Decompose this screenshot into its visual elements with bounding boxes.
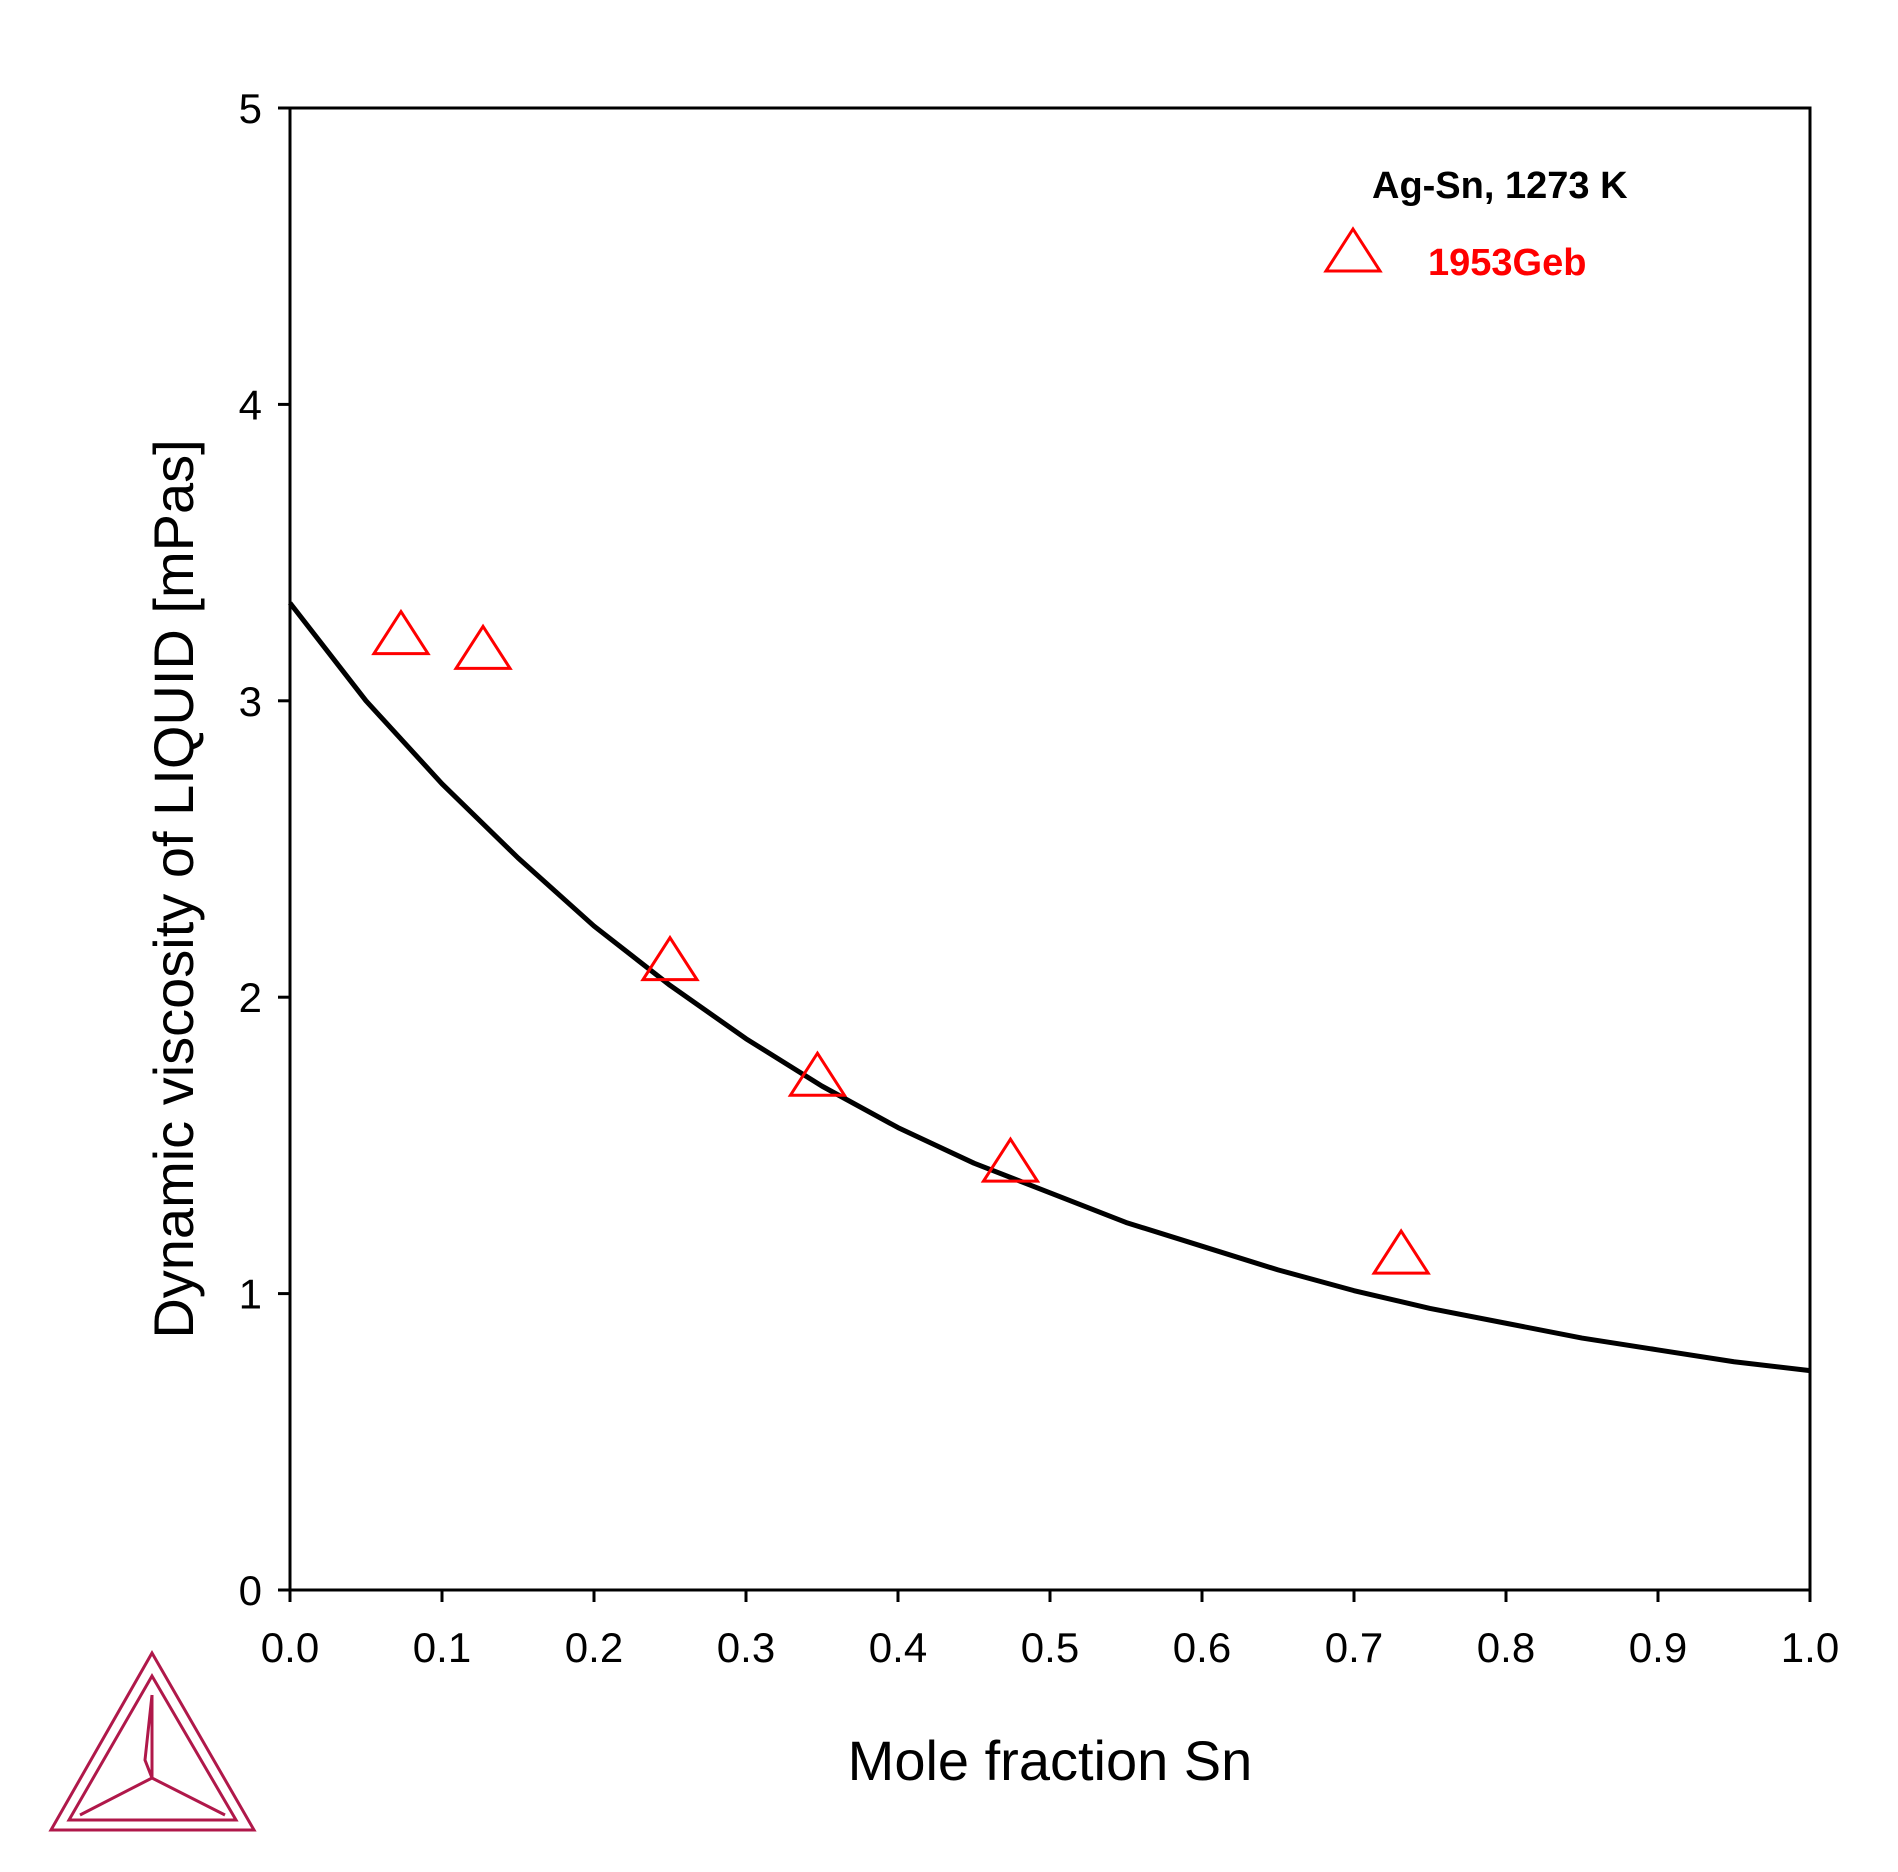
logo-spokes — [79, 1694, 226, 1817]
data-point-triangle — [1371, 1228, 1431, 1275]
axis-ticks — [278, 106, 1812, 1602]
x-tick-label: 1.0 — [1781, 1624, 1839, 1671]
y-axis-title: Dynamic viscosity of LIQUID [mPas] — [142, 439, 205, 1338]
x-tick-label: 0.3 — [717, 1624, 775, 1671]
legend: Ag-Sn, 1273 K 1953Geb — [1323, 165, 1628, 284]
y-tick-label: 3 — [239, 678, 262, 725]
y-tick-label: 2 — [239, 974, 262, 1021]
y-tick-label: 4 — [239, 381, 262, 428]
x-tick-labels: 0.0 0.1 0.2 0.3 0.4 0.5 0.6 0.7 0.8 0.9 1.0 — [261, 1624, 1839, 1671]
x-tick-label: 0.0 — [261, 1624, 319, 1671]
x-tick-label: 0.9 — [1629, 1624, 1687, 1671]
data-markers-group — [371, 608, 1431, 1275]
data-point-triangle — [980, 1136, 1041, 1183]
fit-curve-group — [288, 601, 1811, 1374]
data-point-triangle — [453, 623, 513, 670]
legend-triangle-marker — [1323, 226, 1383, 273]
x-tick-label: 0.2 — [565, 1624, 623, 1671]
x-tick-label: 0.6 — [1173, 1624, 1231, 1671]
data-point-triangle — [640, 934, 700, 982]
logo-outer-triangle — [48, 1649, 257, 1832]
data-point-triangle — [787, 1050, 848, 1097]
x-tick-label: 0.7 — [1325, 1624, 1383, 1671]
plot-frame — [288, 106, 1812, 1592]
legend-entry-label: 1953Geb — [1428, 242, 1586, 284]
legend-title: Ag-Sn, 1273 K — [1372, 165, 1628, 207]
thermo-calc-triangle-logo — [48, 1649, 257, 1832]
x-axis-title: Mole fraction Sn — [848, 1729, 1253, 1792]
logo-inner-triangle — [66, 1673, 239, 1822]
y-tick-label: 1 — [239, 1271, 262, 1318]
y-tick-label: 5 — [239, 85, 262, 132]
x-tick-label: 0.8 — [1477, 1624, 1535, 1671]
y-tick-labels: 0 1 2 3 4 5 — [239, 85, 262, 1614]
x-tick-label: 0.1 — [413, 1624, 471, 1671]
y-tick-label: 0 — [239, 1567, 262, 1614]
data-point-triangle — [371, 608, 431, 656]
fit-curve-line — [288, 601, 1811, 1374]
x-tick-label: 0.5 — [1021, 1624, 1079, 1671]
x-tick-label: 0.4 — [869, 1624, 927, 1671]
